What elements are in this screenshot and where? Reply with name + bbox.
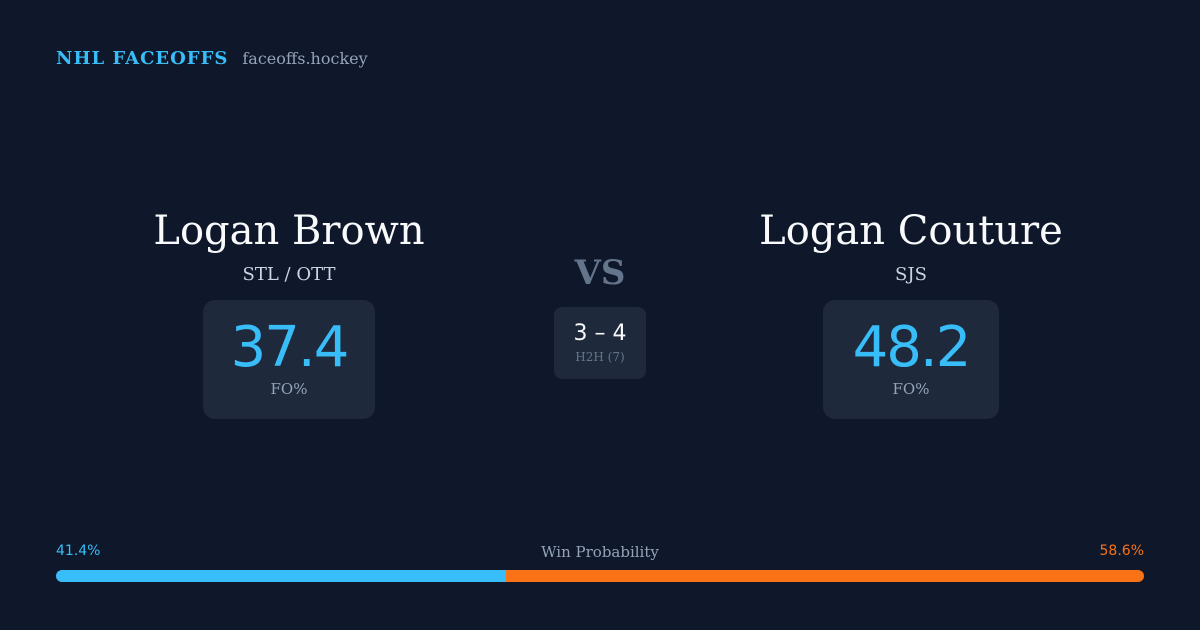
player-right-team: SJS xyxy=(895,264,927,285)
player-left-stat-box: 37.4 FO% xyxy=(203,300,375,419)
player-right-fo-value: 48.2 xyxy=(852,315,972,380)
h2h-score: 3 – 4 xyxy=(573,321,627,346)
win-probability-labels: 41.4% Win Probability 58.6% xyxy=(56,543,1144,563)
h2h-label: H2H (7) xyxy=(575,350,625,364)
brand-domain: faceoffs.hockey xyxy=(242,49,368,68)
h2h-box: 3 – 4 H2H (7) xyxy=(554,307,646,379)
player-right-card: Logan Couture SJS 48.2 FO% xyxy=(711,206,1111,419)
brand-header: NHL FACEOFFS faceoffs.hockey xyxy=(56,48,368,69)
win-probability-bar-left xyxy=(56,570,507,582)
brand-name: NHL FACEOFFS xyxy=(56,48,229,69)
win-probability-bar-right xyxy=(506,570,1144,582)
player-left-fo-value: 37.4 xyxy=(230,315,350,380)
player-left-team: STL / OTT xyxy=(242,264,336,285)
player-right-fo-label: FO% xyxy=(892,380,930,398)
win-probability-left-label: 41.4% xyxy=(56,543,101,559)
win-probability-right-label: 58.6% xyxy=(1099,543,1144,559)
win-probability-title: Win Probability xyxy=(541,543,659,561)
player-left-card: Logan Brown STL / OTT 37.4 FO% xyxy=(89,206,489,419)
win-probability-bar xyxy=(56,570,1144,582)
player-left-name: Logan Brown xyxy=(153,208,425,254)
vs-label: VS xyxy=(574,253,626,293)
player-right-name: Logan Couture xyxy=(759,208,1063,254)
player-left-fo-label: FO% xyxy=(270,380,308,398)
player-right-stat-box: 48.2 FO% xyxy=(823,300,999,419)
